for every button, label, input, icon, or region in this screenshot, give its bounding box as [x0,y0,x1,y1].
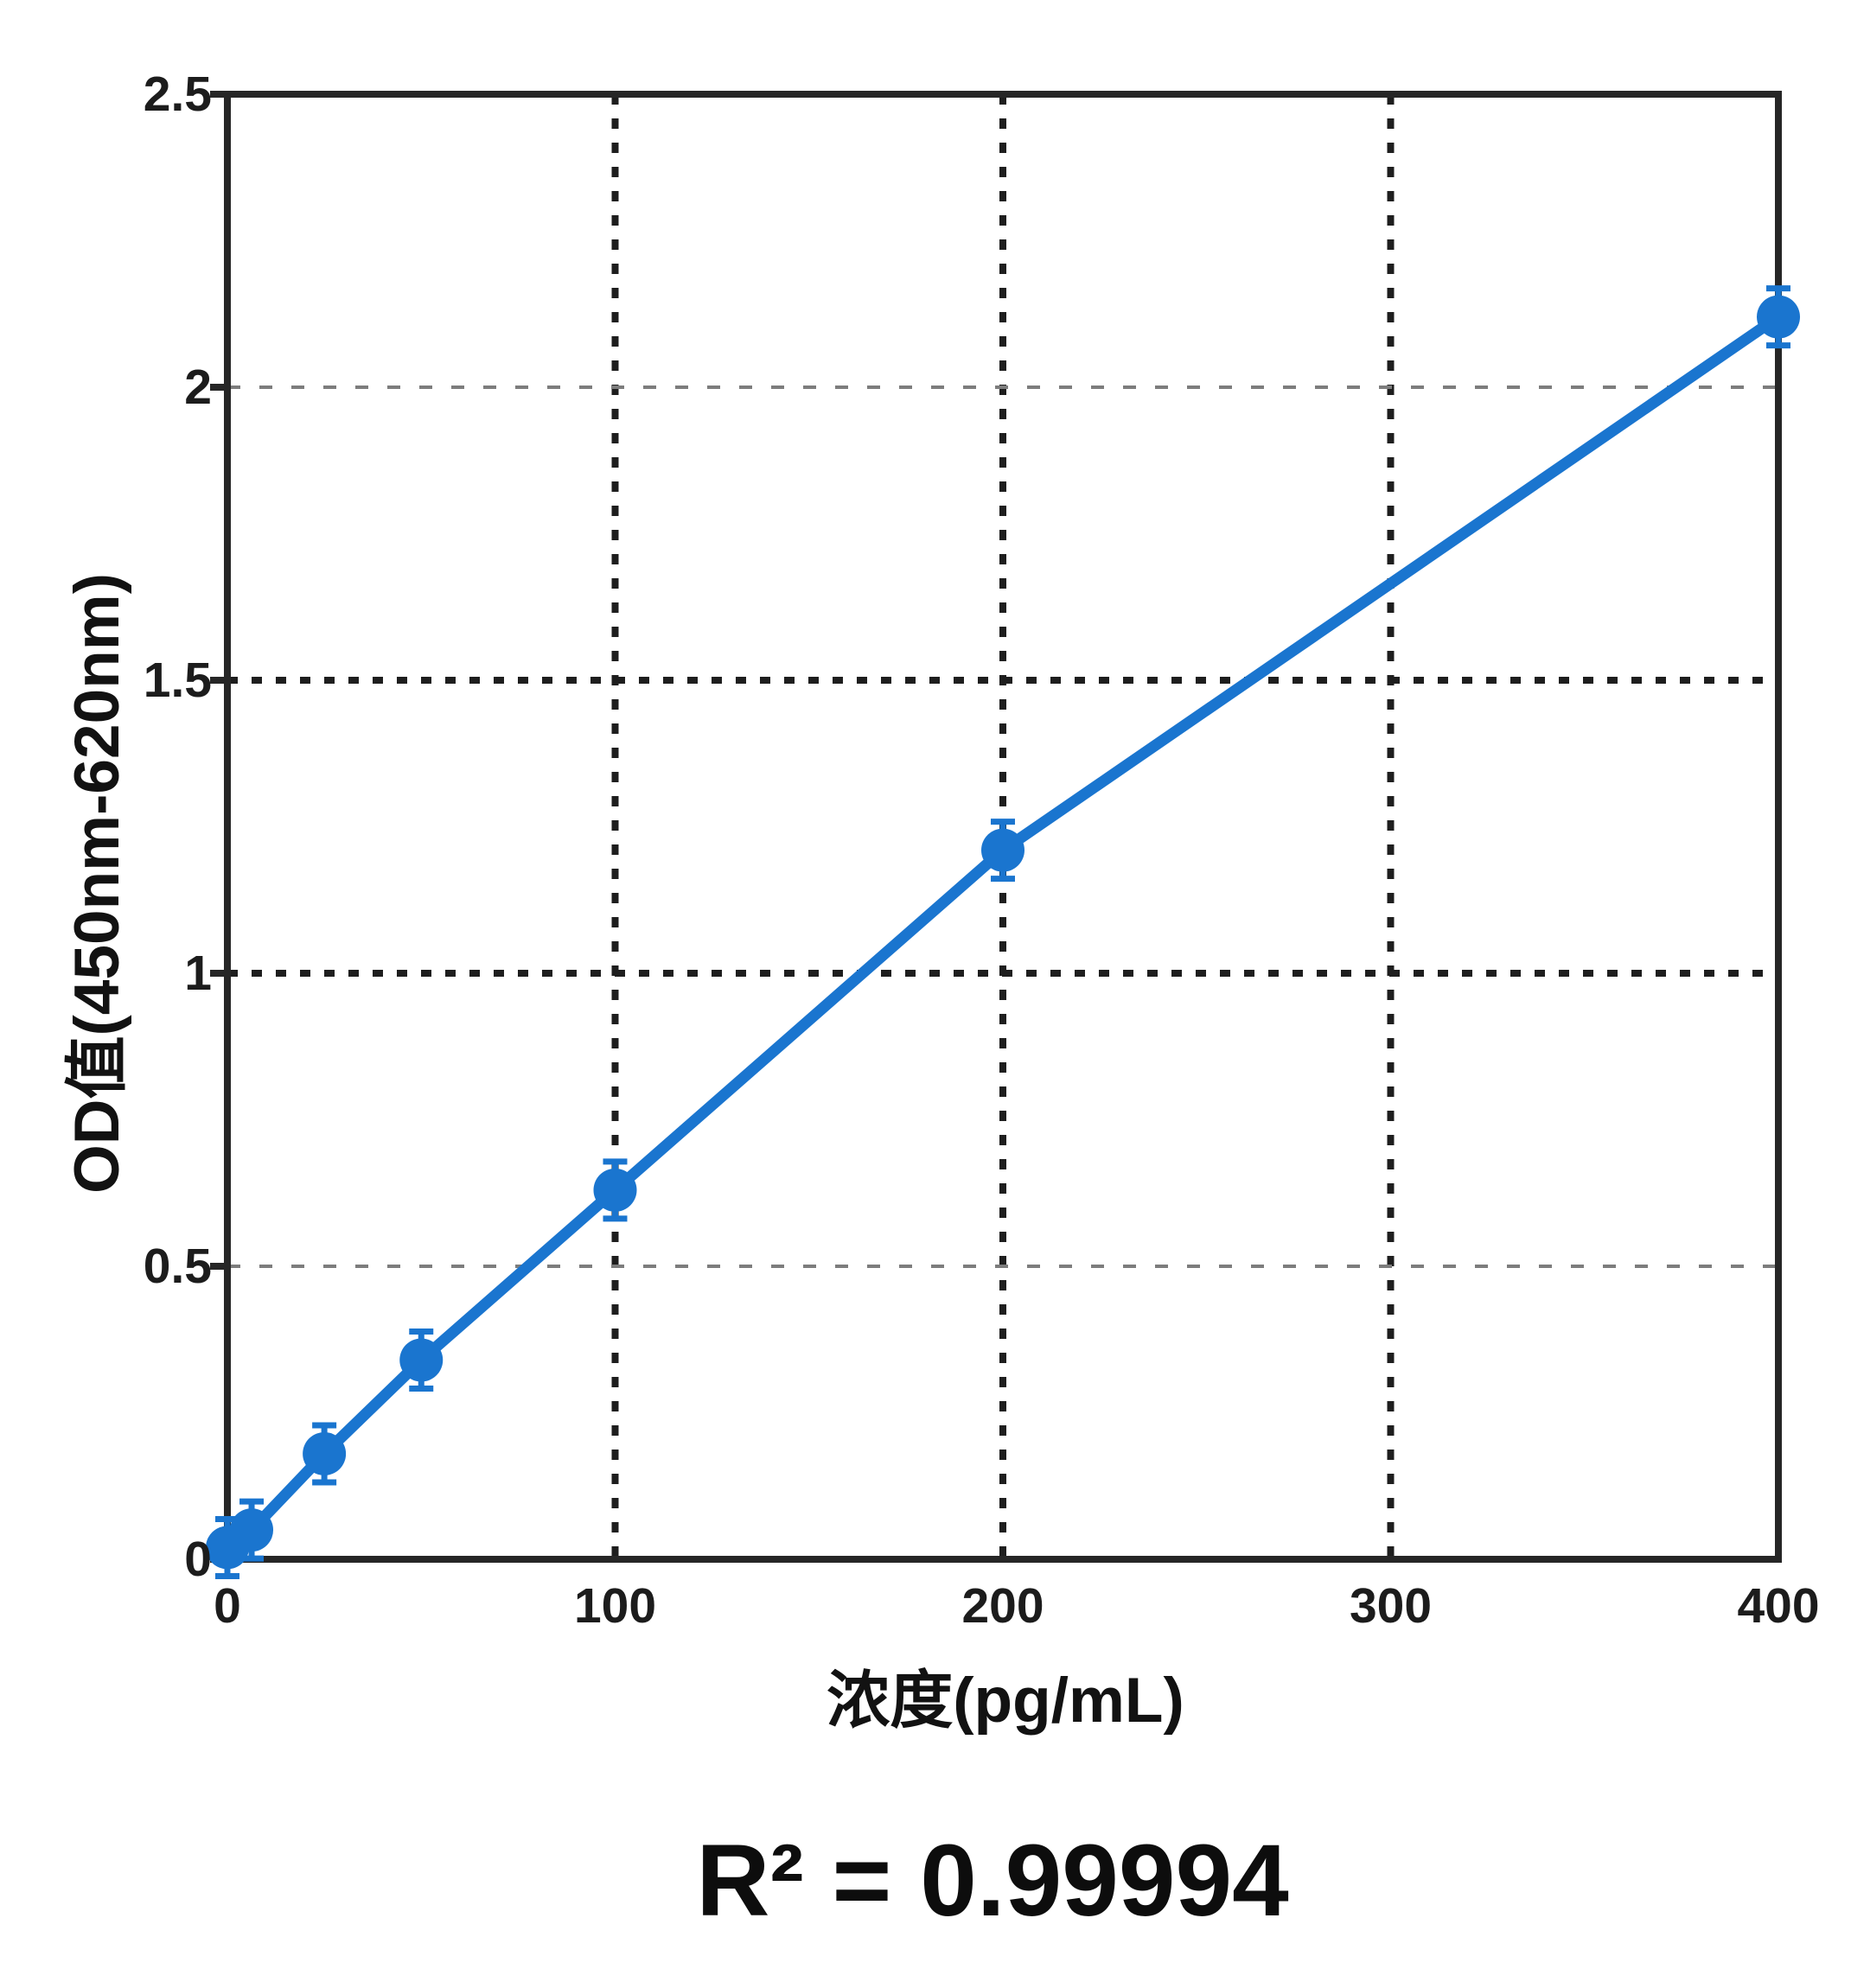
x-tick-label-200: 200 [961,1578,1044,1634]
x-tick-label-400: 400 [1737,1578,1820,1634]
plot-frame [224,91,1782,1563]
x-tick-label-0: 0 [214,1578,241,1634]
data-point [303,1431,347,1475]
x-axis-title: 浓度(pg/mL) [827,1666,1184,1736]
data-point [230,1508,274,1552]
data-point [399,1338,444,1382]
y-tick-label-2: 2 [184,360,212,415]
data-point [1757,295,1800,339]
y-tick-label-0: 0 [184,1532,212,1587]
x-tick-label-300: 300 [1349,1578,1433,1634]
y-tick-label-2.5: 2.5 [143,67,212,122]
x-tick-label-100: 100 [573,1578,657,1634]
y-tick-label-0.5: 0.5 [143,1239,212,1294]
y-tick-label-1.5: 1.5 [143,653,212,708]
y-tick-label-1: 1 [184,946,212,1001]
data-point [981,828,1024,872]
data-point [593,1168,637,1212]
r-squared-annotation: R² = 0.99994 [696,1824,1289,1938]
